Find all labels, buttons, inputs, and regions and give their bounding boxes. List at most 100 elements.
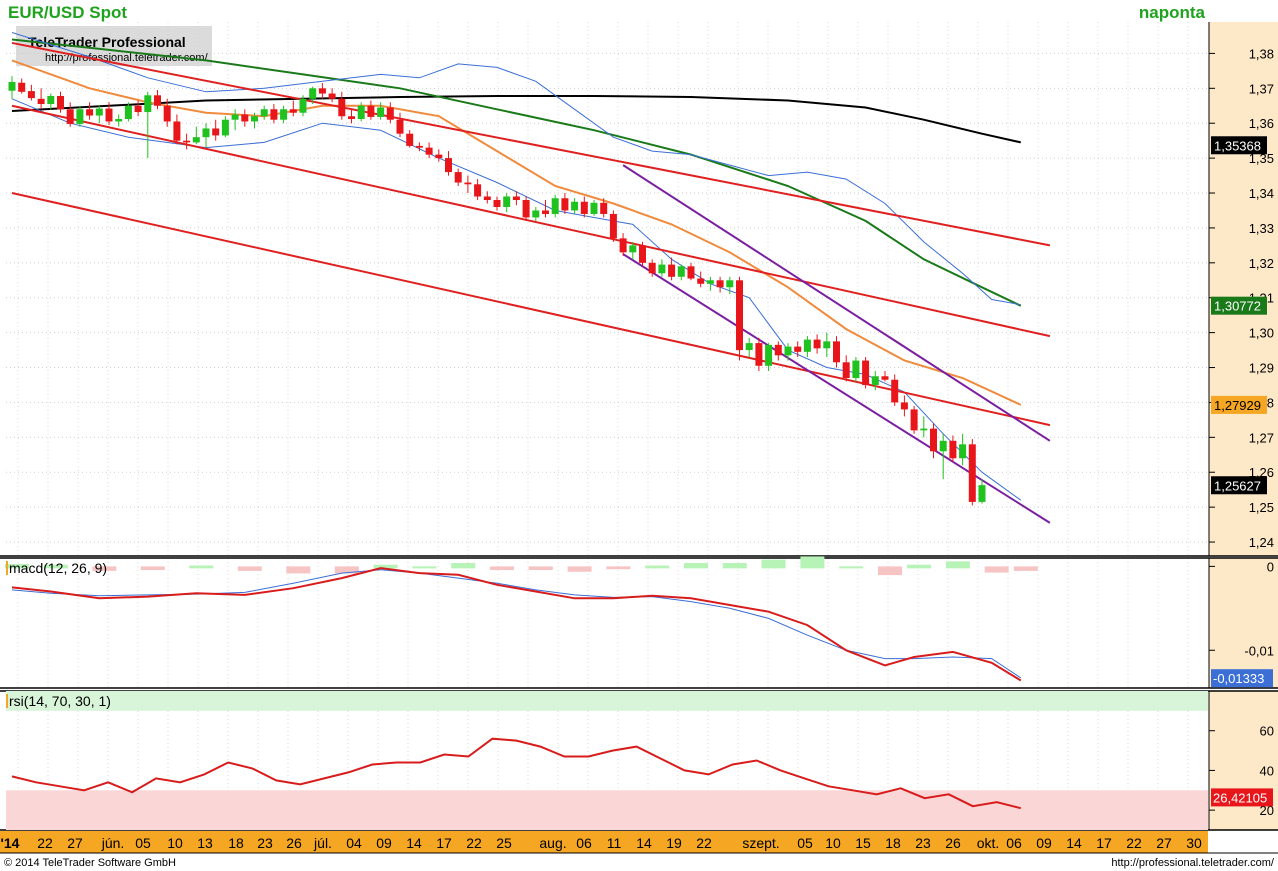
x-tick-label: 19	[666, 835, 682, 851]
candle	[658, 264, 666, 274]
candle	[115, 119, 123, 122]
candle	[192, 137, 200, 143]
macd-histogram-bar	[43, 564, 68, 569]
candle	[328, 93, 336, 99]
trend-line	[11, 41, 1051, 247]
macd-histogram-bar	[92, 566, 117, 571]
y-tick-label: 1,25	[1249, 500, 1274, 515]
macd-histogram-bar	[907, 564, 932, 569]
candle	[144, 95, 152, 113]
x-tick-label: 10	[167, 835, 183, 851]
candle	[212, 128, 220, 136]
x-tick-label: 27	[67, 835, 83, 851]
rsi-value-tag	[1211, 788, 1273, 807]
rsi-value-text: 26,42105	[1213, 790, 1267, 805]
macd-histogram-bar	[189, 565, 214, 569]
candle	[561, 198, 569, 211]
candle	[425, 147, 433, 155]
candle	[542, 210, 549, 214]
candle	[600, 202, 608, 214]
x-tick-label: 23	[257, 835, 273, 851]
macd-histogram-bar	[761, 559, 786, 569]
y-tick-label: 1,27	[1249, 430, 1274, 445]
candle	[464, 182, 472, 185]
x-tick-label: szept.	[742, 835, 779, 851]
macd-histogram-bar	[722, 563, 747, 569]
price-tag	[1211, 136, 1267, 155]
macd-histogram-bar	[451, 563, 476, 569]
macd-histogram-bar	[412, 566, 437, 569]
candle	[377, 107, 385, 117]
candle	[939, 440, 947, 452]
macd-histogram-bar	[645, 565, 670, 569]
x-tick-label: 22	[466, 835, 482, 851]
footer-url: http://professional.teletrader.com/	[1111, 857, 1275, 869]
y-tick-label: 1,33	[1249, 221, 1274, 236]
price-tag-text: 1,30772	[1214, 299, 1261, 314]
series-bollinger-upper	[11, 32, 1021, 306]
candle	[813, 339, 821, 349]
candle	[522, 200, 530, 218]
macd-histogram-bar	[800, 556, 825, 569]
macd-value-text: -0,01333	[1213, 671, 1264, 686]
candle	[900, 402, 908, 410]
candle	[280, 109, 288, 120]
candle	[959, 444, 967, 459]
candle	[318, 88, 326, 94]
candle	[862, 360, 870, 385]
x-tick-label: 22	[696, 835, 712, 851]
x-tick-label: 23	[915, 835, 931, 851]
candle	[8, 82, 16, 91]
candle	[134, 105, 142, 113]
y-tick-label: 1,38	[1249, 46, 1274, 61]
x-tick-label: 10	[825, 835, 841, 851]
x-tick-label: 09	[1036, 835, 1052, 851]
axis-strip	[1209, 691, 1278, 830]
y-tick-label: 1,24	[1249, 535, 1274, 550]
x-tick-label: 22	[37, 835, 53, 851]
x-tick-label: 14	[636, 835, 652, 851]
candle	[270, 109, 278, 120]
candle	[784, 346, 792, 356]
x-tick-label: júl.	[313, 835, 332, 851]
macd-marker	[6, 561, 8, 575]
macd-histogram-bar	[528, 566, 553, 571]
candle	[920, 428, 928, 431]
price-tag	[1211, 296, 1267, 315]
x-tick-label: 25	[496, 835, 512, 851]
candle	[231, 114, 239, 120]
candle	[483, 196, 491, 200]
rsi-tick-label: 40	[1260, 763, 1274, 778]
y-tick-label: 1,34	[1249, 186, 1274, 201]
candle	[435, 154, 443, 159]
candle	[590, 202, 598, 214]
rsi-marker	[6, 694, 8, 708]
candle	[677, 266, 685, 277]
x-tick-label: 17	[436, 835, 452, 851]
candle	[105, 108, 113, 122]
x-tick-label: 14	[406, 835, 422, 851]
date-axis-bar	[0, 831, 1208, 853]
candle	[736, 280, 743, 351]
x-tick-label: 26	[286, 835, 302, 851]
macd-label: macd(12, 26, 9)	[9, 560, 107, 576]
rsi-oversold-zone	[6, 790, 1208, 830]
candle	[163, 105, 171, 122]
macd-line	[11, 567, 1022, 682]
candle	[551, 198, 559, 214]
candle	[571, 201, 579, 211]
candle	[386, 107, 394, 120]
candle	[445, 158, 452, 173]
trend-line	[11, 192, 1051, 427]
series-sma-mid	[11, 38, 1022, 307]
x-tick-label: 30	[1186, 835, 1202, 851]
x-tick-label: 13	[197, 835, 213, 851]
x-tick-label: okt.	[977, 835, 1000, 851]
chart-title: EUR/USD Spot	[8, 3, 127, 22]
price-tag-text: 1,25627	[1214, 478, 1261, 493]
candle	[774, 344, 782, 356]
candle	[648, 262, 656, 274]
candle	[57, 95, 64, 110]
candle	[202, 128, 210, 138]
